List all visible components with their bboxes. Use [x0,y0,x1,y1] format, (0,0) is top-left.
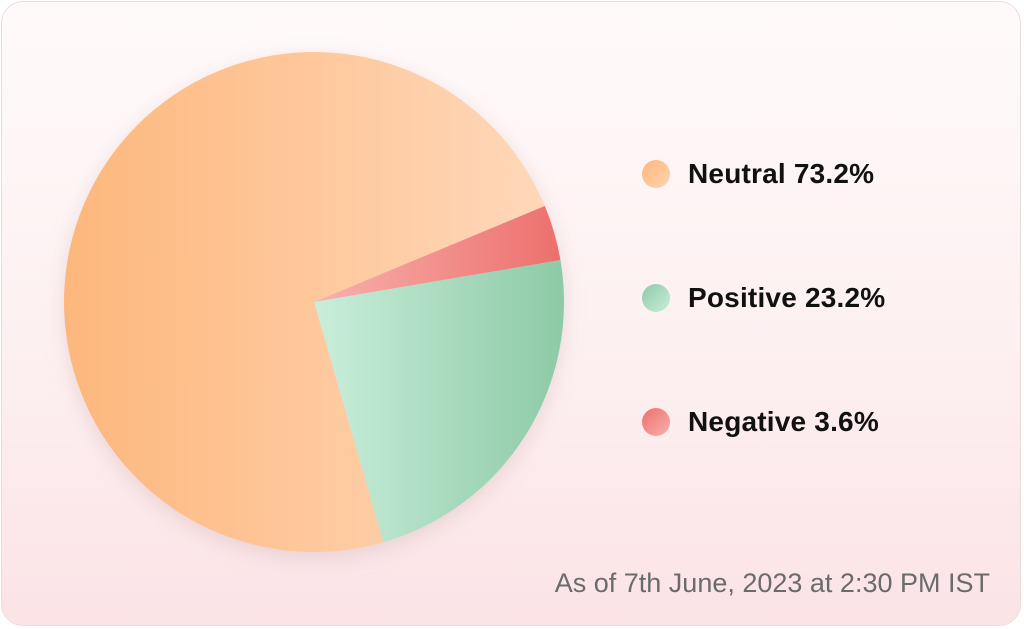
legend-label-neutral: Neutral 73.2% [688,158,875,189]
pie-slice-neutral [64,52,545,553]
negative-swatch [642,408,670,436]
legend-item-positive: Positive 23.2% [642,276,1002,320]
pie-slice-positive [314,260,564,543]
pie-slice-negative [314,205,561,302]
legend-item-negative: Negative 3.6% [642,400,1002,444]
positive-swatch [642,284,670,312]
legend-item-neutral: Neutral 73.2% [642,152,1002,196]
neutral-swatch [642,160,670,188]
timestamp-footnote: As of 7th June, 2023 at 2:30 PM IST [554,568,990,598]
legend-label-positive: Positive 23.2% [688,282,886,313]
chart-legend: Neutral 73.2% Positive 23.2% Negative 3.… [642,152,1002,444]
legend-label-negative: Negative 3.6% [688,406,879,437]
